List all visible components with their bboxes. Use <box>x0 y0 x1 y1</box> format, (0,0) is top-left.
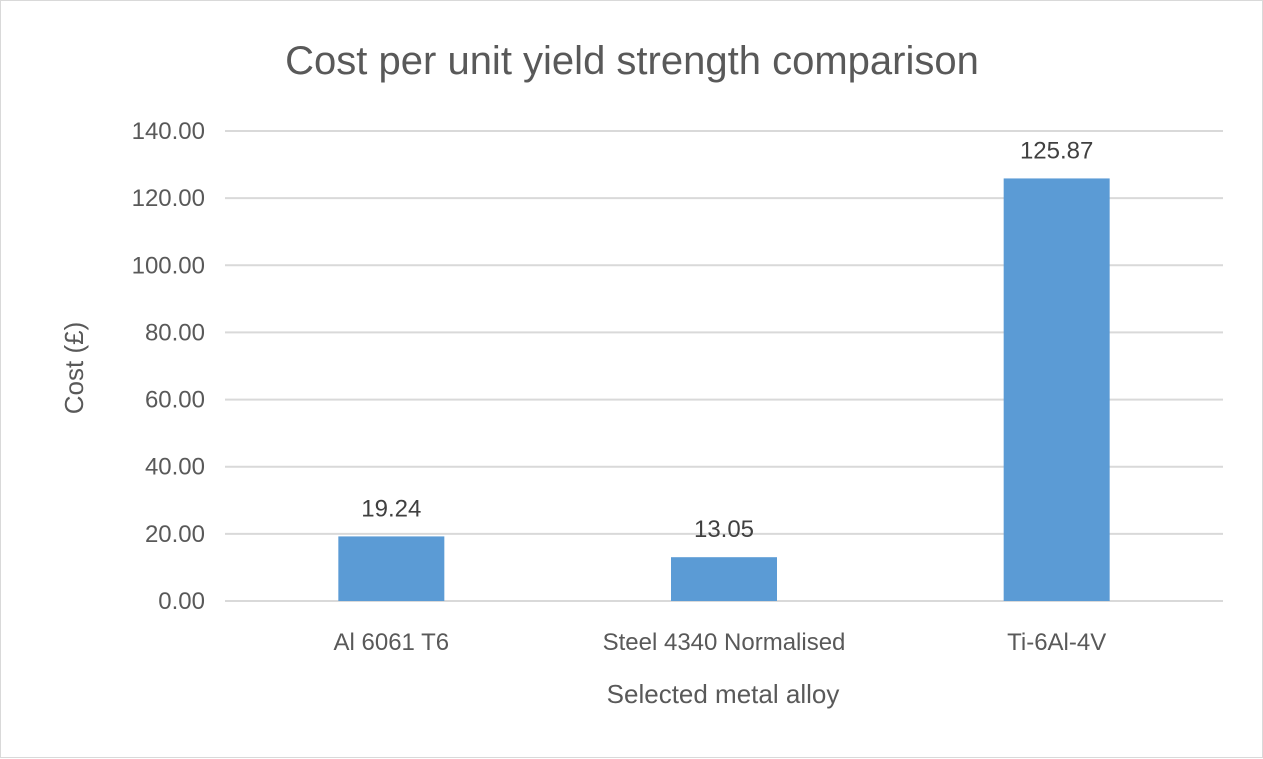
y-tick-label: 140.00 <box>132 118 205 145</box>
x-tick-label: Ti-6Al-4V <box>1007 629 1106 656</box>
y-tick-label: 0.00 <box>158 588 205 615</box>
x-tick-label: Al 6061 T6 <box>334 629 450 656</box>
gridlines <box>225 130 1223 602</box>
x-axis-title: Selected metal alloy <box>607 679 840 709</box>
x-axis-ticks: Al 6061 T6 Steel 4340 Normalised Ti-6Al-4V <box>334 629 1107 656</box>
bar <box>1003 178 1110 601</box>
y-axis-title: Cost (£) <box>59 322 89 414</box>
y-tick-label: 80.00 <box>145 319 205 346</box>
data-label: 13.05 <box>694 516 754 543</box>
y-tick-label: 40.00 <box>145 454 205 481</box>
chart-title: Cost per unit yield strength comparison <box>285 39 979 83</box>
y-tick-label: 100.00 <box>132 252 205 279</box>
y-tick-label: 60.00 <box>145 387 205 414</box>
bars <box>338 178 1110 601</box>
y-tick-label: 120.00 <box>132 185 205 212</box>
y-axis-ticks: 0.00 20.00 40.00 60.00 80.00 100.00 120.00 140.… <box>132 118 205 615</box>
data-labels: 19.24 13.05 125.87 <box>361 137 1093 543</box>
bar <box>338 536 445 601</box>
y-tick-label: 20.00 <box>145 521 205 548</box>
data-label: 125.87 <box>1020 137 1093 164</box>
bar <box>671 557 777 601</box>
data-label: 19.24 <box>361 495 421 522</box>
x-tick-label: Steel 4340 Normalised <box>603 629 846 656</box>
